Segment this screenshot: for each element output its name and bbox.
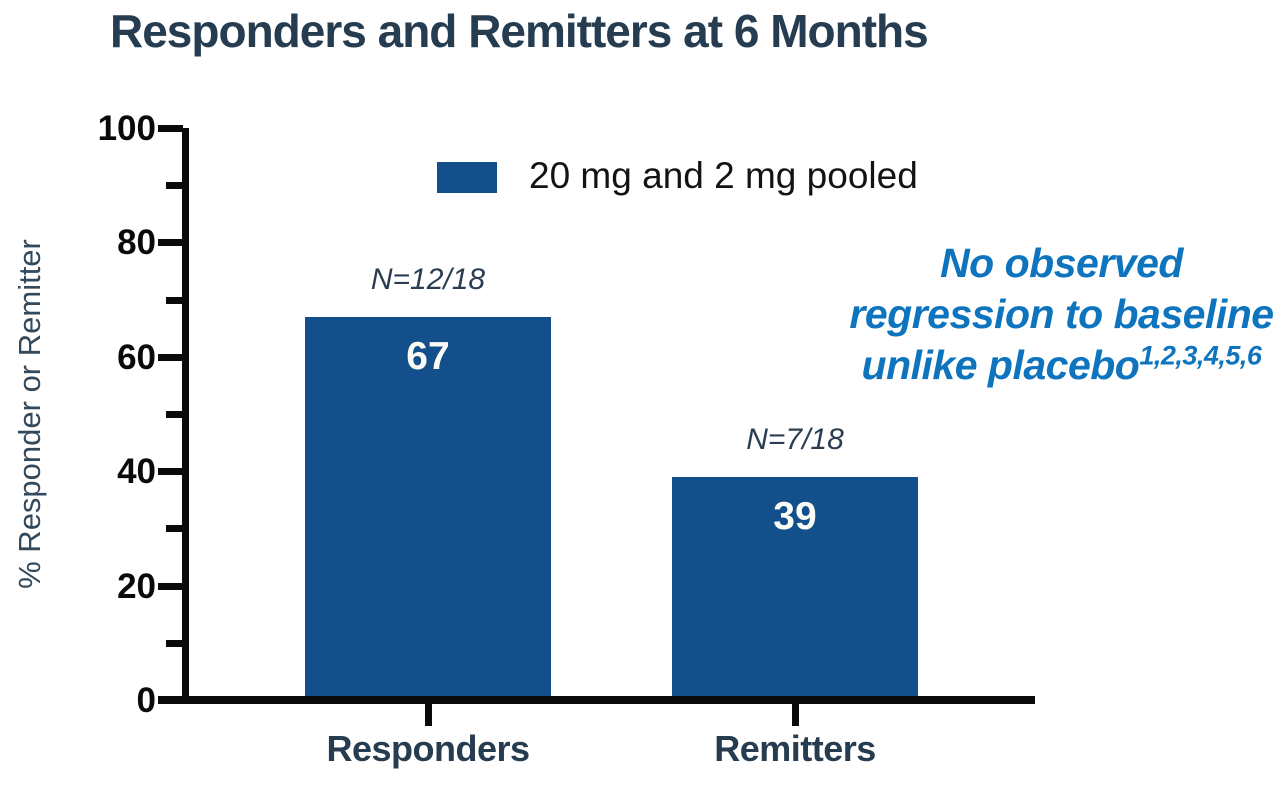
y-major-tick-80 [158, 239, 183, 247]
bar-responders [305, 316, 551, 696]
reference-superscript: 1,2,3,4,5,6 [1139, 340, 1262, 371]
y-tick-label-100: 100 [97, 109, 156, 148]
annotation-callout: No observed regression to baseline unlik… [838, 238, 1285, 391]
y-tick-label-80: 80 [117, 223, 156, 263]
bar-value-label: 39 [773, 494, 817, 538]
y-minor-tick-90 [166, 182, 183, 190]
y-major-tick-20 [158, 582, 183, 590]
x-tick-remitters [792, 704, 799, 726]
category-label-responders: Responders [326, 728, 530, 769]
y-axis-line [182, 128, 189, 704]
y-minor-tick-10 [166, 639, 183, 647]
bar-value-label: 67 [406, 334, 450, 378]
y-major-tick-0 [158, 697, 183, 704]
x-axis-line [158, 696, 1035, 704]
y-tick-label-60: 60 [117, 337, 156, 377]
annotation-line: unlike placebo1,2,3,4,5,6 [861, 340, 1262, 388]
legend-label: 20 mg and 2 mg pooled [529, 155, 918, 196]
annotation-line: No observed [940, 240, 1183, 286]
bar-remitters [672, 476, 918, 696]
n-count-label: N=7/18 [746, 422, 844, 456]
n-count-label: N=12/18 [370, 262, 486, 296]
y-major-tick-100 [158, 125, 183, 132]
y-tick-label-0: 0 [136, 681, 156, 720]
y-tick-label-40: 40 [117, 452, 156, 492]
category-label-remitters: Remitters [714, 728, 876, 769]
y-major-tick-60 [158, 353, 183, 361]
y-minor-tick-30 [166, 525, 183, 533]
y-major-tick-40 [158, 468, 183, 476]
x-tick-responders [425, 704, 432, 726]
chart-title: Responders and Remitters at 6 Months [110, 5, 929, 57]
legend-swatch-icon [437, 162, 497, 193]
y-tick-label-20: 20 [117, 566, 156, 606]
annotation-line: regression to baseline [849, 291, 1274, 337]
y-minor-tick-70 [166, 296, 183, 304]
y-minor-tick-50 [166, 411, 183, 418]
